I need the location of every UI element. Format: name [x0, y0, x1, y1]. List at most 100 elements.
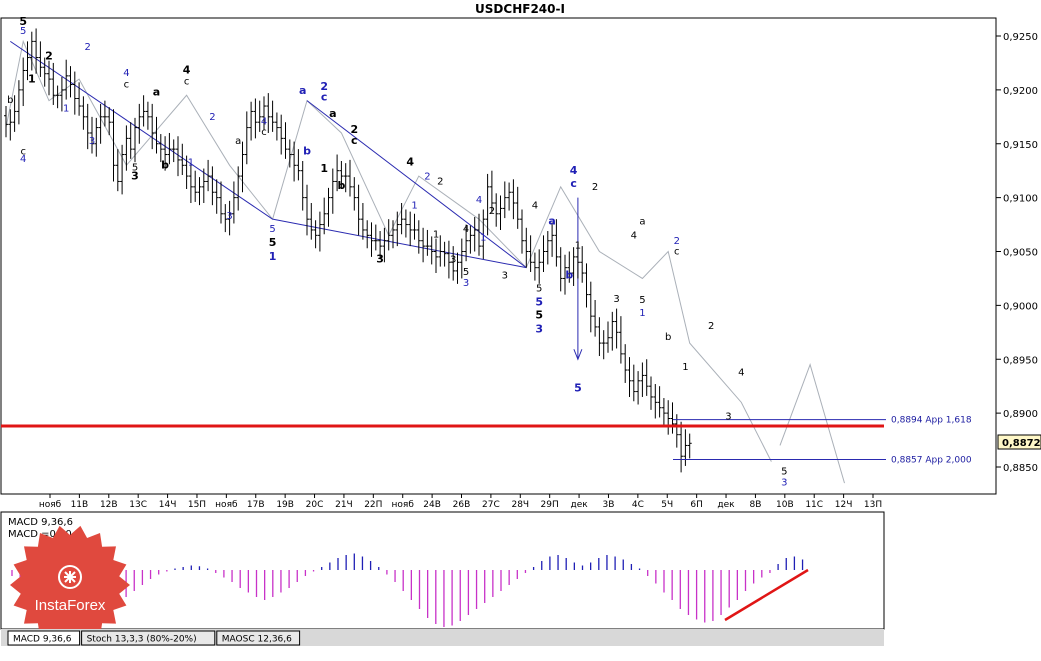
- wave-label: 3: [376, 252, 384, 265]
- wave-label: 1: [63, 103, 69, 114]
- ohlc-bar: [197, 177, 202, 206]
- price-tick-label: 0,8950: [1003, 355, 1038, 366]
- ohlc-bar: [244, 111, 249, 165]
- ohlc-bar: [588, 281, 593, 333]
- ohlc-bar: [120, 144, 125, 195]
- macd-trendline: [724, 568, 809, 622]
- ohlc-bar: [90, 116, 94, 154]
- ohlc-bar: [623, 344, 628, 383]
- ohlc-bar: [352, 177, 357, 211]
- ohlc-bar: [47, 60, 51, 96]
- ohlc-bar: [365, 220, 370, 249]
- wave-label: 1: [639, 308, 645, 319]
- indicator-tabs[interactable]: MACD 9,36,6 Stoch 13,3,3 (80%-20%) MAOSC 1…: [7, 630, 301, 646]
- ohlc-bar: [666, 400, 671, 435]
- wave-label: a: [153, 85, 160, 98]
- wave-label: 3: [781, 477, 787, 488]
- ohlc-bar: [292, 141, 297, 182]
- wave-label: c: [124, 80, 130, 91]
- ohlc-bar: [631, 364, 636, 402]
- ohlc-bar: [373, 224, 378, 251]
- ohlc-bar: [210, 166, 215, 206]
- ohlc-bar: [614, 308, 619, 349]
- ohlc-bar: [145, 101, 150, 130]
- chart-title: USDCHF240-I: [475, 2, 565, 16]
- date-label: 15П: [188, 500, 206, 510]
- date-label: 13С: [129, 500, 147, 510]
- ohlc-bar: [81, 96, 86, 130]
- ohlc-bar: [158, 134, 163, 163]
- ohlc-bar: [107, 107, 112, 136]
- date-label: 12Ч: [835, 500, 853, 510]
- ohlc-bar: [545, 231, 550, 265]
- wave-label: b: [7, 95, 13, 106]
- wave-label: a: [329, 107, 336, 120]
- ohlc-bar: [558, 247, 563, 292]
- date-label: 11В: [71, 500, 89, 510]
- date-label: 8В: [749, 500, 761, 510]
- wave-label: b: [303, 145, 311, 158]
- ohlc-bar: [601, 330, 606, 360]
- ohlc-bar: [300, 160, 305, 211]
- wave-label: 5: [269, 236, 277, 249]
- ohlc-bar: [171, 139, 176, 163]
- price-axis: 0,9250 0,9200 0,9150 0,9100 0,9050 0,9000 0,89…: [996, 32, 1038, 474]
- ohlc-bar: [231, 181, 236, 224]
- ohlc-bar: [571, 247, 576, 286]
- wave-label: 3: [613, 294, 619, 305]
- indicator-tab[interactable]: MACD 9,36,6: [7, 630, 81, 646]
- ohlc-bar: [12, 95, 17, 132]
- ohlc-bar: [188, 163, 193, 204]
- ohlc-bar: [322, 197, 327, 235]
- wave-label: 1: [320, 162, 328, 175]
- date-label: нояб: [215, 500, 238, 510]
- wave-label: 2: [424, 171, 430, 182]
- price-tick-label: 0,9050: [1003, 248, 1038, 259]
- wave-label: 4: [631, 231, 637, 242]
- tab-label: MACD 9,36,6: [13, 635, 72, 645]
- ohlc-bar: [317, 211, 322, 252]
- ohlc-bar: [507, 182, 512, 211]
- ohlc-bar: [128, 122, 133, 159]
- wave-label: 5: [781, 467, 787, 478]
- tab-label: MAOSC 12,36,6: [222, 635, 292, 645]
- ohlc-bar: [274, 112, 279, 141]
- price-levels: 0,8894 App 1,618 0,8857 App 2,000: [1, 416, 972, 465]
- date-label: 27С: [482, 500, 500, 510]
- wave-label: c: [261, 127, 267, 138]
- wave-label: 1: [575, 240, 581, 251]
- ohlc-bar: [240, 141, 245, 193]
- wave-label: 5: [535, 308, 543, 321]
- fib-level-label: 0,8894 App 1,618: [891, 416, 972, 426]
- ohlc-bar: [94, 117, 99, 157]
- wave-label: b: [665, 332, 671, 343]
- wave-label: 3: [89, 136, 95, 147]
- ohlc-bar: [442, 241, 447, 267]
- indicator-tab[interactable]: Stoch 13,3,3 (80%-20%): [81, 630, 216, 646]
- date-label: дек: [717, 500, 735, 510]
- ohlc-bar: [270, 100, 275, 132]
- date-label: 4С: [632, 500, 644, 510]
- ohlc-bar: [348, 159, 352, 197]
- price-tick-label: 0,9150: [1003, 140, 1038, 151]
- ohlc-bar: [575, 243, 580, 279]
- wave-label: a: [639, 217, 645, 228]
- instaforex-logo: InstaForex: [10, 525, 130, 645]
- ohlc-bar: [4, 106, 8, 138]
- ohlc-bar: [687, 433, 692, 459]
- ohlc-bar: [627, 357, 632, 397]
- wave-label: 5: [463, 267, 469, 278]
- wave-label: a: [299, 84, 306, 97]
- ohlc-bar: [214, 179, 219, 214]
- ohlc-bar: [201, 168, 206, 204]
- current-price-label: 0,8872: [1002, 438, 1041, 449]
- ohlc-bar: [386, 219, 391, 251]
- current-price-box: [997, 434, 1041, 450]
- wave-label: 5: [639, 295, 645, 306]
- indicator-tab[interactable]: MAOSC 12,36,6: [216, 630, 301, 646]
- wave-label: 3: [725, 412, 731, 423]
- ohlc-bar: [498, 195, 503, 230]
- ohlc-bar: [541, 235, 546, 272]
- wave-label: 1: [269, 250, 277, 263]
- ohlc-bar: [524, 227, 529, 268]
